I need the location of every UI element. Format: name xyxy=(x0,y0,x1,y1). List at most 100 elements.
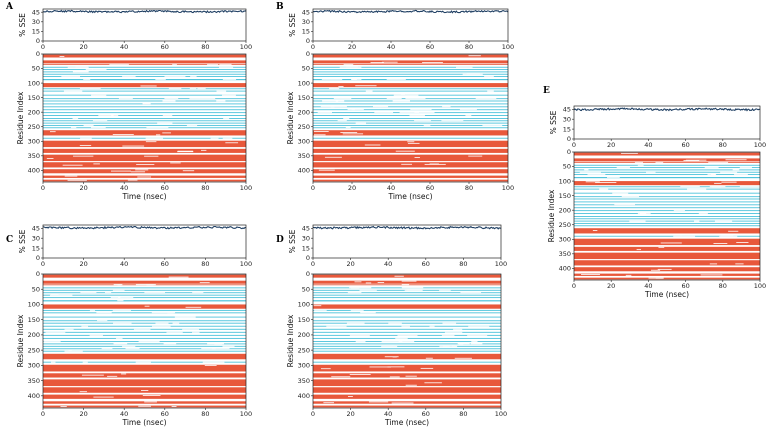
band-gap xyxy=(442,106,451,108)
sse-band-strand xyxy=(43,76,246,78)
band-gap xyxy=(189,88,197,90)
band-gap xyxy=(457,343,464,345)
band-gap xyxy=(97,320,108,322)
sse-band-helix xyxy=(313,401,501,404)
sse-band-strand xyxy=(43,109,246,111)
band-gap xyxy=(401,163,412,165)
sse-band-helix xyxy=(313,364,501,372)
band-gap xyxy=(72,71,89,73)
band-gap xyxy=(442,345,450,347)
band-gap xyxy=(157,122,173,124)
band-gap xyxy=(420,367,434,369)
residue-xtick-label: 100 xyxy=(240,410,252,418)
sse-axes-a xyxy=(42,8,247,42)
band-gap xyxy=(72,118,79,119)
sse-band-strand xyxy=(313,309,501,311)
band-gap xyxy=(155,322,169,324)
residue-ylabel-e: Residue Index xyxy=(547,189,556,242)
residue-xtick-label: 0 xyxy=(41,184,45,192)
band-gap xyxy=(372,106,389,108)
band-gap xyxy=(61,76,80,77)
residue-ytick-label: 300 xyxy=(559,235,571,243)
sse-band-helix xyxy=(574,273,760,276)
sse-band-helix xyxy=(313,405,501,408)
panel-label-c: C xyxy=(6,235,13,245)
sse-band-strand xyxy=(574,220,760,222)
sse-line-c xyxy=(42,225,247,230)
residue-ytick-label: 350 xyxy=(298,152,310,160)
sse-band-strand xyxy=(43,300,246,302)
band-gap xyxy=(680,235,696,237)
sse-band-strand xyxy=(313,350,501,352)
residue-axes-b xyxy=(312,53,509,183)
band-gap xyxy=(218,66,234,68)
sse-band-strand xyxy=(313,88,508,90)
band-gap xyxy=(736,242,749,243)
sse-band-helix xyxy=(43,63,246,65)
band-gap xyxy=(720,171,738,173)
band-gap xyxy=(50,361,56,363)
band-gap xyxy=(182,328,199,330)
residue-xtick-label: 80 xyxy=(465,184,473,192)
sse-band-helix xyxy=(43,54,246,58)
band-gap xyxy=(115,337,123,339)
band-gap xyxy=(64,175,78,177)
sse-xtick-label: 0 xyxy=(572,141,576,149)
sse-axes-b xyxy=(312,8,509,42)
sse-band-strand xyxy=(313,292,501,294)
band-gap xyxy=(456,66,473,68)
band-gap xyxy=(395,337,408,339)
band-gap xyxy=(141,390,149,391)
sse-xtick-label: 80 xyxy=(459,260,467,268)
residue-xtick-label: 100 xyxy=(240,184,252,192)
residue-xtick-label: 60 xyxy=(426,184,434,192)
band-gap xyxy=(646,171,656,173)
sse-band-helix xyxy=(313,154,508,162)
residue-ylabel-d: Residue Index xyxy=(286,314,295,367)
sse-band-strand xyxy=(313,90,508,92)
residue-xtick-label: 80 xyxy=(459,410,467,418)
sse-xtick-label: 20 xyxy=(348,43,356,51)
sse-band-strand xyxy=(574,174,760,176)
band-gap xyxy=(725,159,747,161)
sse-band-strand xyxy=(313,127,508,129)
residue-ytick-label: 300 xyxy=(28,137,40,145)
residue-axes-e xyxy=(573,151,761,281)
sse-band-strand xyxy=(574,216,760,217)
residue-ytick-label: 50 xyxy=(302,285,310,293)
band-gap xyxy=(720,235,734,237)
sse-band-strand xyxy=(313,322,501,324)
band-gap xyxy=(451,345,458,347)
band-gap xyxy=(347,109,355,111)
sse-band-strand xyxy=(43,106,246,108)
band-gap xyxy=(401,325,410,327)
band-gap xyxy=(201,348,216,350)
band-gap xyxy=(350,287,372,289)
band-gap xyxy=(460,292,482,294)
residue-ytick-label: 0 xyxy=(567,148,571,156)
band-gap xyxy=(658,246,665,248)
band-gap xyxy=(330,106,347,108)
residue-ytick-label: 200 xyxy=(28,108,40,116)
band-gap xyxy=(634,161,644,163)
sse-band-strand xyxy=(43,66,246,68)
sse-xtick-label: 100 xyxy=(754,141,766,149)
sse-band-helix xyxy=(43,140,246,148)
band-gap xyxy=(185,306,202,308)
band-gap xyxy=(400,94,419,96)
residue-ytick-label: 100 xyxy=(28,79,40,87)
residue-ytick-label: 200 xyxy=(28,331,40,339)
band-gap xyxy=(599,188,609,190)
sse-band-helix xyxy=(313,373,501,378)
band-gap xyxy=(80,292,97,294)
sse-band-strand xyxy=(574,213,760,214)
band-gap xyxy=(171,406,177,407)
band-gap xyxy=(144,155,159,157)
band-gap xyxy=(338,86,344,87)
sse-xtick-label: 80 xyxy=(201,260,209,268)
band-gap xyxy=(172,322,180,324)
band-gap xyxy=(405,375,417,377)
band-gap xyxy=(222,345,235,347)
sse-band-helix xyxy=(574,152,760,156)
sse-ylabel-d: % SSE xyxy=(288,229,297,253)
